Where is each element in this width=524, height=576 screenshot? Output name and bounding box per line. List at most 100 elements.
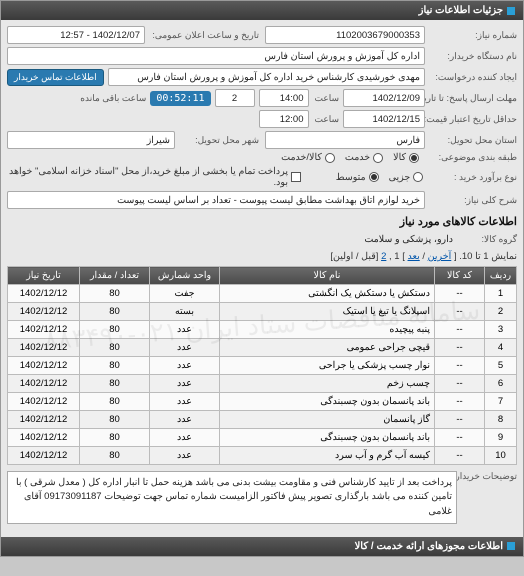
goods-table: ردیف کد کالا نام کالا واحد شمارش تعداد /… [7, 266, 517, 465]
req-no-label: شماره نیاز: [429, 30, 517, 41]
cell-date: 1402/12/12 [8, 429, 80, 447]
table-row: 5--نوار چسب پزشکی یا جراحیعدد801402/12/1… [8, 357, 517, 375]
cell-date: 1402/12/12 [8, 339, 80, 357]
cell-qty: 80 [80, 321, 150, 339]
col-code: کد کالا [435, 267, 485, 285]
goods-section-title: اطلاعات کالاهای مورد نیاز [7, 215, 517, 228]
pager: نمایش 1 تا 10. [ آخرین / بعد ] 1 , 2 [قب… [7, 251, 517, 262]
cell-code: -- [435, 411, 485, 429]
table-row: 2--اسپلانگ یا تیغ یا استیکبسته801402/12/… [8, 303, 517, 321]
cell-qty: 80 [80, 411, 150, 429]
cell-n: 4 [485, 339, 517, 357]
pay-note-check[interactable]: پرداخت تمام یا بخشی از مبلغ خرید،از محل … [7, 166, 301, 188]
cell-unit: عدد [150, 339, 220, 357]
buytype-label: نوع برآورد خرید : [433, 172, 517, 183]
table-row: 4--قیچی جراحی عمومیعدد801402/12/12 [8, 339, 517, 357]
class-label: طبقه بندی موضوعی: [429, 152, 517, 163]
buyer-org-value: اداره کل آموزش و پرورش استان فارس [7, 47, 425, 65]
table-row: 1--دستکش یا دستکش یک انگشتیجفت801402/12/… [8, 285, 517, 303]
pager-last[interactable]: آخرین [428, 251, 452, 262]
cell-name: باند پانسمان بدون چسبندگی [220, 429, 435, 447]
cell-qty: 80 [80, 285, 150, 303]
cell-code: -- [435, 375, 485, 393]
cell-qty: 80 [80, 339, 150, 357]
city-label: شهر محل تحویل: [179, 135, 259, 146]
cell-name: چسب زخم [220, 375, 435, 393]
class-radio-goods[interactable]: کالا [393, 152, 419, 163]
cell-date: 1402/12/12 [8, 321, 80, 339]
cell-qty: 80 [80, 429, 150, 447]
deadline-date: 1402/12/09 [343, 89, 425, 107]
buyer-desc-text: پرداخت بعد از تایید کارشناس فنی و مقاومت… [7, 471, 457, 524]
cell-unit: جفت [150, 285, 220, 303]
days-remain-label: ساعت باقی مانده [78, 93, 146, 104]
table-row: 9--باند پانسمان بدون چسبندگیعدد801402/12… [8, 429, 517, 447]
cell-qty: 80 [80, 357, 150, 375]
cell-name: کیسه آب گرم و آب سرد [220, 447, 435, 465]
buyer-desc-label: توضیحات خریدار: [461, 471, 517, 482]
ann-date-value: 1402/12/07 - 12:57 [7, 26, 145, 44]
buytype-radio-small[interactable]: جزیی [389, 172, 424, 183]
deadline-time: 14:00 [259, 89, 309, 107]
cell-date: 1402/12/12 [8, 375, 80, 393]
cell-qty: 80 [80, 303, 150, 321]
header-icon [507, 7, 515, 15]
cell-n: 5 [485, 357, 517, 375]
radio-dot-icon [325, 153, 335, 163]
req-no-value: 1102003679000353 [265, 26, 425, 44]
valid-date: 1402/12/15 [343, 110, 425, 128]
table-row: 8--گاز پانسمانعدد801402/12/12 [8, 411, 517, 429]
countdown-timer: 00:52:11 [150, 91, 210, 106]
cell-qty: 80 [80, 375, 150, 393]
cell-code: -- [435, 303, 485, 321]
header-icon [507, 542, 515, 550]
col-row: ردیف [485, 267, 517, 285]
cell-n: 3 [485, 321, 517, 339]
cell-qty: 80 [80, 393, 150, 411]
cell-date: 1402/12/12 [8, 447, 80, 465]
contact-buyer-button[interactable]: اطلاعات تماس خریدار [7, 69, 104, 86]
ann-date-label: تاریخ و ساعت اعلان عمومی: [149, 30, 259, 41]
group-value: دارو، پزشکی و سلامت [364, 232, 453, 247]
cell-name: اسپلانگ یا تیغ یا استیک [220, 303, 435, 321]
pager-next[interactable]: بعد [408, 251, 420, 262]
panel-body: شماره نیاز: 1102003679000353 تاریخ و ساع… [1, 20, 523, 533]
cell-date: 1402/12/12 [8, 303, 80, 321]
cell-name: دستکش یا دستکش یک انگشتی [220, 285, 435, 303]
valid-time: 12:00 [259, 110, 309, 128]
cell-code: -- [435, 357, 485, 375]
time-label-2: ساعت [313, 114, 340, 125]
footer-header: اطلاعات مجوزهای ارائه خدمت / کالا [1, 537, 523, 556]
cell-unit: عدد [150, 429, 220, 447]
radio-dot-icon [369, 172, 379, 182]
cell-n: 6 [485, 375, 517, 393]
col-unit: واحد شمارش [150, 267, 220, 285]
days-remain: 2 [215, 89, 255, 107]
cell-unit: عدد [150, 447, 220, 465]
time-label-1: ساعت [313, 93, 340, 104]
class-radio-service[interactable]: خدمت [345, 152, 383, 163]
cell-unit: عدد [150, 393, 220, 411]
cell-unit: عدد [150, 411, 220, 429]
deadline-label: مهلت ارسال پاسخ: تا تاریخ: [429, 93, 517, 104]
buytype-radio-medium[interactable]: متوسط [336, 172, 379, 183]
col-qty: تعداد / مقدار [80, 267, 150, 285]
cell-n: 1 [485, 285, 517, 303]
table-row: 3--پنبه پیچیدهعدد801402/12/12 [8, 321, 517, 339]
table-header-row: ردیف کد کالا نام کالا واحد شمارش تعداد /… [8, 267, 517, 285]
main-panel: جزئیات اطلاعات نیاز شماره نیاز: 11020036… [0, 0, 524, 557]
cell-n: 2 [485, 303, 517, 321]
cell-date: 1402/12/12 [8, 411, 80, 429]
province-value: فارس [265, 131, 425, 149]
cell-code: -- [435, 321, 485, 339]
cell-date: 1402/12/12 [8, 285, 80, 303]
group-label: گروه کالا: [457, 234, 517, 245]
cell-unit: عدد [150, 357, 220, 375]
buyer-org-label: نام دستگاه خریدار: [429, 51, 517, 62]
class-radio-both[interactable]: کالا/خدمت [281, 152, 335, 163]
province-label: استان محل تحویل: [429, 135, 517, 146]
pager-page2[interactable]: 2 [381, 251, 386, 262]
panel-title: جزئیات اطلاعات نیاز [419, 5, 503, 16]
cell-unit: عدد [150, 375, 220, 393]
creator-label: ایجاد کننده درخواست: [429, 72, 517, 83]
